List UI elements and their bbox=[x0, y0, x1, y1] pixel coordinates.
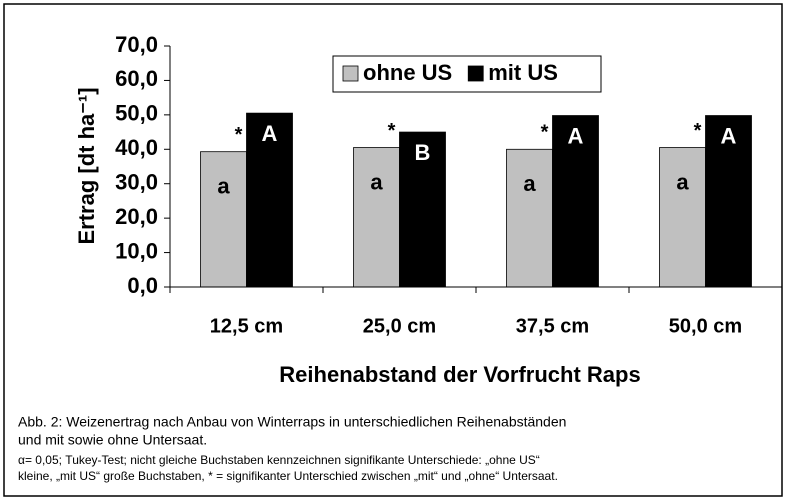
bar bbox=[200, 151, 247, 288]
y-tick-label: 20,0 bbox=[115, 204, 158, 229]
bar-letter: a bbox=[217, 174, 230, 199]
bar-letter: A bbox=[568, 123, 584, 148]
x-tick-label: 37,5 cm bbox=[516, 315, 589, 337]
bar bbox=[399, 131, 446, 288]
bar bbox=[246, 112, 293, 288]
y-tick-label: 0,0 bbox=[127, 273, 158, 298]
significance-mark: * bbox=[694, 120, 702, 142]
x-tick-label: 50,0 cm bbox=[669, 315, 742, 337]
legend-box bbox=[332, 55, 602, 93]
bar bbox=[506, 148, 553, 288]
legend-label: mit US bbox=[488, 60, 558, 85]
significance-mark: * bbox=[541, 122, 549, 144]
bar-letter: a bbox=[676, 169, 689, 194]
bar-letter: A bbox=[721, 123, 737, 148]
bar bbox=[659, 147, 706, 288]
bar-letter: a bbox=[370, 169, 383, 194]
caption-line: kleine, „mit US“ große Buchstaben, * = s… bbox=[18, 469, 558, 483]
bar-letter: a bbox=[523, 171, 536, 196]
y-axis-title: Ertrag [dt ha⁻¹] bbox=[74, 87, 99, 244]
bar bbox=[353, 147, 400, 288]
bar-letter: A bbox=[262, 121, 278, 146]
legend-label: ohne US bbox=[363, 60, 452, 85]
legend-swatch bbox=[467, 65, 484, 82]
y-tick-label: 70,0 bbox=[115, 32, 158, 57]
caption-line: Abb. 2: Weizenertrag nach Anbau von Wint… bbox=[18, 414, 566, 430]
significance-mark: * bbox=[235, 124, 243, 146]
bar bbox=[552, 115, 599, 288]
significance-mark: * bbox=[388, 120, 396, 142]
caption-line: und mit sowie ohne Untersaat. bbox=[18, 432, 207, 448]
caption-line: α= 0,05; Tukey-Test; nicht gleiche Buchs… bbox=[18, 453, 540, 467]
y-tick-label: 50,0 bbox=[115, 101, 158, 126]
bar-letter: B bbox=[415, 140, 431, 165]
y-tick-label: 30,0 bbox=[115, 170, 158, 195]
x-tick-label: 12,5 cm bbox=[210, 315, 283, 337]
y-tick-label: 40,0 bbox=[115, 135, 158, 160]
legend-swatch bbox=[342, 65, 359, 82]
x-tick-label: 25,0 cm bbox=[363, 315, 436, 337]
y-tick-label: 60,0 bbox=[115, 66, 158, 91]
bar bbox=[705, 115, 752, 288]
x-axis-title: Reihenabstand der Vorfrucht Raps bbox=[279, 362, 640, 387]
y-tick-label: 10,0 bbox=[115, 238, 158, 263]
